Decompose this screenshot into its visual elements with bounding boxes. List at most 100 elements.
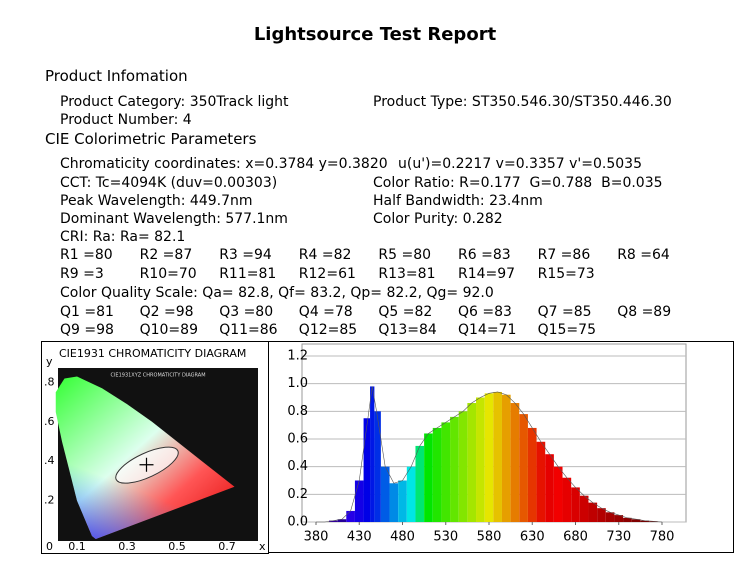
spectrum-bar	[493, 391, 502, 522]
spectrum-bar	[597, 508, 606, 522]
info-line: Color Quality Scale: Qa= 82.8, Qf= 83.2,…	[60, 285, 494, 301]
spectrum-bar	[623, 517, 632, 522]
spectrum-bar	[328, 520, 338, 522]
x-tick-label: 730	[606, 530, 631, 545]
info-line: Product Type: ST350.546.30/ST350.446.30	[373, 94, 672, 110]
index-value: Q3 =80	[219, 304, 274, 320]
diagram-title: CIE1931 CHROMATICITY DIAGRAM	[59, 347, 246, 360]
report-title: Lightsource Test Report	[253, 24, 497, 45]
index-value: Q8 =89	[617, 304, 672, 320]
index-value: Q5 =82	[378, 304, 433, 320]
y-tick-label: .6	[44, 415, 55, 428]
spectrum-bar	[614, 515, 624, 522]
spectrum-bar	[510, 403, 520, 522]
info-line: Peak Wavelength: 449.7nm	[60, 193, 253, 209]
index-value: R4 =82	[298, 247, 352, 263]
y-tick-label: .2	[44, 494, 55, 507]
y-tick-label: 0.0	[287, 515, 308, 530]
x-tick-label: 0.1	[68, 540, 86, 553]
spectrum-bar	[363, 418, 371, 522]
index-value: R9 =3	[60, 266, 104, 282]
info-line: CCT: Tc=4094K (duv=0.00303)	[60, 175, 278, 191]
index-value: Q6 =83	[458, 304, 512, 320]
spectrum-bar	[649, 521, 658, 522]
x-tick-label: 0.7	[218, 540, 236, 553]
x-tick-label: 780	[650, 530, 675, 545]
index-value: Q9 =98	[60, 322, 114, 338]
info-line: Chromaticity coordinates: x=0.3784 y=0.3…	[60, 156, 388, 172]
spectrum-bar	[536, 441, 546, 522]
y-tick-label: 1.0	[287, 376, 308, 391]
spectrum-bar	[605, 512, 615, 522]
section-heading: Product Infomation	[45, 67, 188, 85]
index-value: R10=70	[139, 266, 197, 282]
info-line: Product Number: 4	[60, 112, 192, 128]
info-line: u(u')=0.2217 v=0.3357 v'=0.5035	[398, 156, 642, 172]
spectrum-bar	[484, 393, 494, 522]
x-tick-label: 380	[304, 530, 329, 545]
index-value: R1 =80	[60, 247, 113, 263]
axis-label: y	[46, 355, 53, 368]
spectrum-bar	[467, 403, 477, 522]
x-tick-label: 0.5	[168, 540, 186, 553]
y-tick-label: 0.8	[287, 404, 308, 419]
index-value: R2 =87	[139, 247, 193, 263]
index-value: Q2 =98	[139, 304, 194, 320]
spectrum-bar	[631, 519, 641, 522]
spectrum-bar	[406, 466, 416, 522]
info-line: Color Ratio: R=0.177 G=0.788 B=0.035	[373, 175, 663, 191]
index-value: R11=81	[219, 266, 277, 282]
spectrum-bar	[424, 433, 433, 522]
y-tick-label: 1.2	[287, 349, 308, 364]
x-tick-label: 530	[433, 530, 458, 545]
index-value: Q7 =85	[537, 304, 592, 320]
index-value: R14=97	[458, 266, 516, 282]
index-value: R7 =86	[537, 247, 591, 263]
spectrum-bar	[527, 427, 537, 522]
index-value: Q13=84	[378, 322, 437, 338]
y-tick-label: .8	[44, 375, 55, 388]
index-value: Q4 =78	[298, 304, 353, 320]
index-value: R5 =80	[378, 247, 432, 263]
index-value: R3 =94	[219, 247, 272, 263]
spectrum-bar	[588, 502, 598, 522]
spectrum-bar	[579, 495, 589, 522]
white-point	[139, 457, 154, 472]
info-line: Product Category: 350Track light	[60, 94, 289, 110]
spectrum-bar	[441, 422, 451, 522]
spectrum-bar	[354, 480, 364, 522]
x-tick-label: 0	[46, 540, 53, 553]
spectrum-bar	[458, 411, 468, 522]
spectrum-bar	[374, 411, 381, 522]
spectrum-bar	[450, 416, 459, 522]
spectrum-bar	[476, 397, 485, 522]
spectrum-bar	[501, 394, 511, 522]
info-line: CRI: Ra: Ra= 82.1	[60, 229, 186, 245]
index-value: R8 =64	[617, 247, 670, 263]
spectrum-bar	[562, 477, 572, 522]
spectrum-bar	[545, 454, 554, 522]
index-value: R15=73	[537, 266, 595, 282]
x-tick-label: 0.3	[118, 540, 136, 553]
y-tick-label: 0.6	[287, 432, 308, 447]
index-value: Q12=85	[298, 322, 358, 338]
info-line: Color Purity: 0.282	[373, 211, 503, 227]
spectrum-bar	[346, 510, 355, 522]
x-tick-label: 580	[477, 530, 502, 545]
y-tick-label: 0.4	[287, 459, 308, 474]
axis-label: x	[259, 540, 266, 553]
index-value: Q1 =81	[60, 304, 114, 320]
spectrum-bar	[415, 445, 425, 522]
spectrum-chart: 0.0 0.2 0.4 0.6 0.8 1.0 1.2 380 430 480 530 580 630 6…	[268, 341, 734, 553]
x-tick-label: 680	[563, 530, 588, 545]
x-tick-label: 630	[520, 530, 545, 545]
spectrum-bar	[571, 487, 580, 522]
index-value: Q11=86	[219, 322, 278, 338]
index-value: R6 =83	[458, 247, 511, 263]
spectrum-bar	[389, 483, 399, 522]
spectrum-bar	[337, 519, 347, 522]
index-value: R12=61	[298, 266, 356, 282]
spectrum-bar	[432, 427, 442, 522]
index-value: R13=81	[378, 266, 436, 282]
